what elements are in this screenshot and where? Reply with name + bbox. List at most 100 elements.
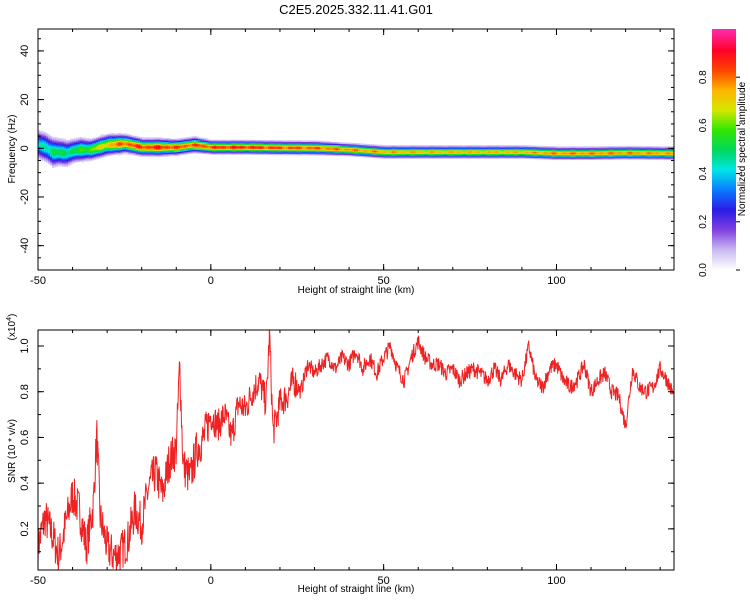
spectral-cell [44,150,47,152]
spectral-cell [544,151,547,154]
spectral-cell [408,156,411,158]
spectral-cell [662,157,665,159]
spectral-cell [610,146,613,148]
spectral-cell [94,154,97,157]
spectral-cell [240,153,243,155]
spectral-cell [74,152,77,155]
spectral-cell [218,144,221,147]
spectral-cell [540,157,543,160]
spectral-cell [404,145,407,147]
spectral-cell [54,161,57,163]
spectral-cell [368,151,371,153]
spectral-cell [132,141,135,144]
spectral-cell [562,156,565,158]
spectral-cell [52,139,55,142]
spectral-cell [280,145,283,147]
spectral-cell [128,148,131,150]
spectral-cell [86,150,89,152]
spectral-cell [238,149,241,152]
spectral-cell [602,153,605,156]
spectral-cell [180,142,183,145]
spectral-cell [188,146,191,149]
spectral-cell [126,133,129,135]
spectral-cell [518,146,521,148]
spectral-cell [640,148,643,150]
spectral-cell [44,147,47,150]
spectral-cell [106,152,109,155]
spectral-cell [390,145,393,147]
spectral-cell [392,148,395,151]
spectral-cell [180,150,183,152]
spectral-cell [290,153,293,156]
spectral-cell [218,153,221,155]
spectral-cell [526,154,529,157]
spectral-cell [564,151,567,153]
spectral-cell [426,157,429,159]
spectral-cell [552,154,555,157]
snr-line [38,330,674,570]
spectral-cell [548,148,551,150]
spectral-cell [40,144,43,146]
spectral-cell [194,151,197,154]
spectral-cell [436,152,439,154]
spectral-cell [130,137,133,140]
spectral-cell [498,146,501,148]
spectral-cell [412,154,415,157]
spectral-cell [458,156,461,158]
spectral-cell [584,148,587,151]
spectral-cell [370,152,373,155]
spectral-cell [52,137,55,139]
spectral-cell [48,151,51,154]
spectral-cell [162,143,165,145]
spectral-cell [428,145,431,147]
spectral-cell [172,142,175,145]
spectral-cell [472,152,475,154]
spectral-cell [210,139,213,142]
spectral-cell [422,148,425,151]
spectral-cell [440,147,443,150]
spectral-cell [176,144,179,147]
spectral-cell [608,158,611,160]
spectral-cell [210,150,213,153]
spectral-cell [70,154,73,157]
spectral-cell [578,156,581,158]
spectral-cell [618,154,621,156]
spectral-cell [486,147,489,150]
spectral-cell [518,148,521,151]
spectral-cell [282,150,285,152]
spectral-cell [430,146,433,148]
spectral-cell [238,144,241,147]
spectral-cell [82,141,85,143]
spectral-cell [80,151,83,154]
spectral-cell [650,154,653,157]
spectral-cell [58,152,61,155]
spectral-cell [224,147,227,149]
spectral-cell [56,153,59,155]
spectral-cell [48,148,51,150]
spectral-cell [106,148,109,151]
spectral-cell [134,138,137,140]
spectral-cell [64,155,67,158]
spectral-cell [586,149,589,152]
spectral-cell [56,143,59,145]
spectral-cell [246,144,249,147]
spectral-cell [638,155,641,158]
spectral-cell [58,162,61,164]
spectral-cell [394,148,397,151]
spectral-cell [582,149,585,152]
spectral-cell [68,161,71,164]
spectral-cell [156,144,159,147]
spectral-cell [252,148,255,150]
spectral-cell [238,141,241,143]
spectral-cell [184,152,187,154]
spectral-cell [266,141,269,143]
spectral-cell [290,142,293,145]
spectral-cell [486,154,489,157]
spectral-cell [478,149,481,152]
spectral-cell [448,146,451,148]
spectral-cell [118,152,121,155]
spectral-cell [582,158,585,161]
spectral-cell [296,146,299,149]
spectral-cell [244,149,247,152]
spectral-cell [104,153,107,155]
